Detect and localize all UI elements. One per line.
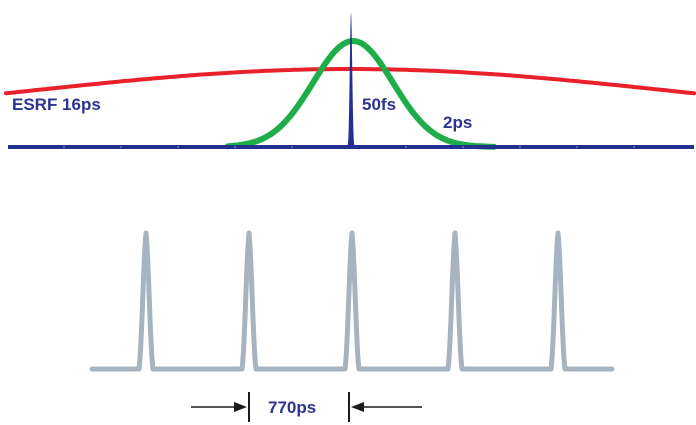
2ps-label: 2ps <box>443 113 472 132</box>
pulse-train-panel: 770ps <box>89 230 615 422</box>
duration-comparison-panel: ESRF 16ps 50fs 2ps <box>4 12 696 150</box>
50fs-label: 50fs <box>362 95 396 114</box>
spacing-marker: 770ps <box>191 392 422 422</box>
baseline-ticks <box>63 146 635 148</box>
2ps-pulse-curve <box>225 38 497 150</box>
left-arrow-head <box>234 402 247 412</box>
esrf-label: ESRF 16ps <box>12 95 101 114</box>
spacing-label: 770ps <box>268 398 316 417</box>
50fs-pulse-spike <box>344 12 358 149</box>
right-arrow-head <box>351 402 364 412</box>
pulse-train-trace <box>89 230 615 372</box>
